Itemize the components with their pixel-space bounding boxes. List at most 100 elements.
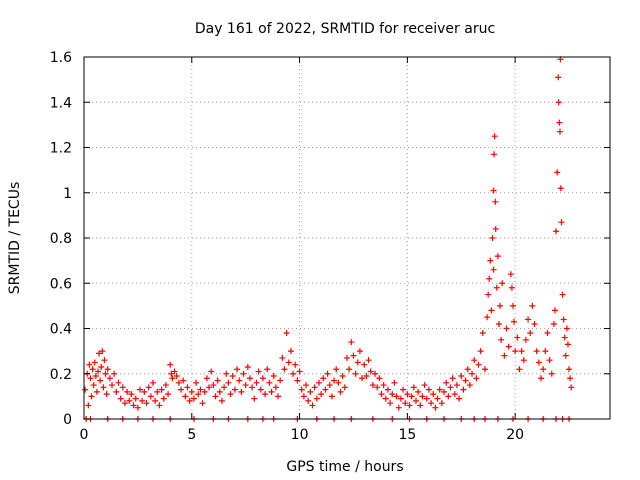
data-point — [87, 375, 94, 382]
data-point — [348, 339, 355, 346]
y-tick-label: 0.6 — [50, 276, 72, 292]
data-point — [425, 386, 432, 393]
data-point — [423, 395, 430, 402]
data-point — [497, 302, 504, 309]
data-point — [180, 377, 187, 384]
data-point — [419, 393, 426, 400]
data-point — [326, 382, 333, 389]
data-point — [568, 384, 575, 391]
x-tick-label: 20 — [506, 427, 524, 443]
data-point — [290, 370, 297, 377]
data-point — [186, 397, 193, 404]
data-point — [495, 320, 502, 327]
data-point — [367, 368, 374, 375]
data-point — [318, 391, 325, 398]
x-tick-label: 0 — [80, 427, 89, 443]
data-point — [508, 284, 515, 291]
data-point — [553, 228, 560, 235]
data-point — [434, 395, 441, 402]
plot-frame — [83, 56, 611, 420]
data-point — [90, 382, 97, 389]
data-point — [89, 366, 96, 373]
data-point — [397, 395, 404, 402]
data-point — [417, 402, 424, 409]
chart-title: Day 161 of 2022, SRMTID for receiver aru… — [195, 21, 495, 37]
data-point — [518, 348, 525, 355]
data-point — [294, 377, 301, 384]
data-point — [307, 388, 314, 395]
data-point — [512, 348, 519, 355]
data-point — [372, 370, 379, 377]
data-point — [298, 386, 305, 393]
data-point — [173, 373, 180, 380]
data-point — [109, 382, 116, 389]
data-point — [225, 379, 232, 386]
data-points — [82, 56, 575, 411]
data-point — [92, 373, 99, 380]
data-point — [438, 400, 445, 407]
y-tick-label: 1 — [63, 186, 72, 202]
y-tick-label: 1.4 — [50, 95, 72, 111]
data-point — [561, 334, 568, 341]
data-point — [562, 352, 569, 359]
data-point — [567, 375, 574, 382]
data-point — [378, 391, 385, 398]
data-point — [552, 307, 559, 314]
data-point — [395, 404, 402, 411]
data-point — [115, 379, 122, 386]
data-point — [356, 348, 363, 355]
x-tick-label: 15 — [398, 427, 416, 443]
data-point — [111, 370, 118, 377]
data-point — [283, 330, 290, 337]
data-point — [249, 384, 256, 391]
data-point — [443, 379, 450, 386]
data-point — [481, 366, 488, 373]
data-point — [488, 307, 495, 314]
data-point — [490, 266, 497, 273]
data-point — [231, 386, 238, 393]
data-point — [462, 377, 469, 384]
data-point — [178, 386, 185, 393]
data-point — [100, 384, 107, 391]
data-point — [287, 348, 294, 355]
data-point — [490, 187, 497, 194]
data-point — [492, 225, 499, 232]
data-point — [145, 384, 152, 391]
data-point — [103, 391, 110, 398]
data-point — [255, 368, 262, 375]
data-point — [556, 128, 563, 135]
data-point — [184, 384, 191, 391]
data-point — [493, 284, 500, 291]
data-point — [268, 388, 275, 395]
data-point — [309, 402, 316, 409]
data-point — [369, 382, 376, 389]
data-point — [264, 366, 271, 373]
data-point — [147, 393, 154, 400]
data-point — [91, 359, 98, 366]
data-point — [193, 379, 200, 386]
data-point — [292, 361, 299, 368]
data-point — [550, 320, 557, 327]
data-point — [199, 400, 206, 407]
data-point — [346, 366, 353, 373]
grid-lines — [84, 57, 610, 419]
data-point — [484, 314, 491, 321]
data-point — [227, 391, 234, 398]
data-point — [86, 361, 93, 368]
data-point — [277, 377, 284, 384]
data-point — [387, 400, 394, 407]
data-point — [451, 391, 458, 398]
data-point — [259, 375, 266, 382]
data-point — [296, 368, 303, 375]
data-point — [554, 169, 561, 176]
data-point — [473, 375, 480, 382]
data-point — [456, 395, 463, 402]
data-point — [352, 370, 359, 377]
data-point — [300, 393, 307, 400]
data-point — [137, 386, 144, 393]
data-point — [471, 357, 478, 364]
x-axis-label: GPS time / hours — [286, 459, 403, 475]
data-point — [124, 388, 131, 395]
data-point — [374, 384, 381, 391]
